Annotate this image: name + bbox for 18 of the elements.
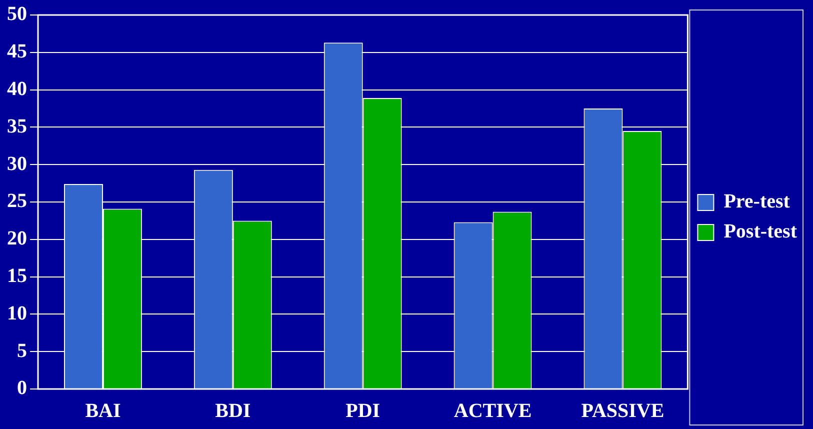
x-tick-label: PASSIVE	[581, 400, 664, 422]
y-tick-label: 50	[7, 3, 27, 26]
y-tick-label: 30	[7, 152, 27, 175]
y-tick-label: 45	[7, 40, 27, 63]
y-tick-label: 10	[7, 302, 27, 324]
y-tick-label: 15	[7, 264, 27, 287]
y-tick-label: 5	[17, 340, 27, 362]
y-tick-label: 25	[7, 190, 27, 212]
x-tick-label: BDI	[215, 400, 251, 422]
x-tick-label: PDI	[346, 400, 380, 422]
legend-label: Pre-test	[724, 190, 790, 213]
x-tick-label: BAI	[85, 400, 121, 422]
x-tick-label: ACTIVE	[454, 400, 532, 422]
y-tick-label: 20	[7, 228, 27, 250]
legend-label: Post-test	[724, 220, 798, 243]
y-tick-label: 35	[7, 115, 27, 138]
y-tick-label: 0	[17, 377, 27, 400]
y-tick-label: 40	[7, 78, 27, 100]
